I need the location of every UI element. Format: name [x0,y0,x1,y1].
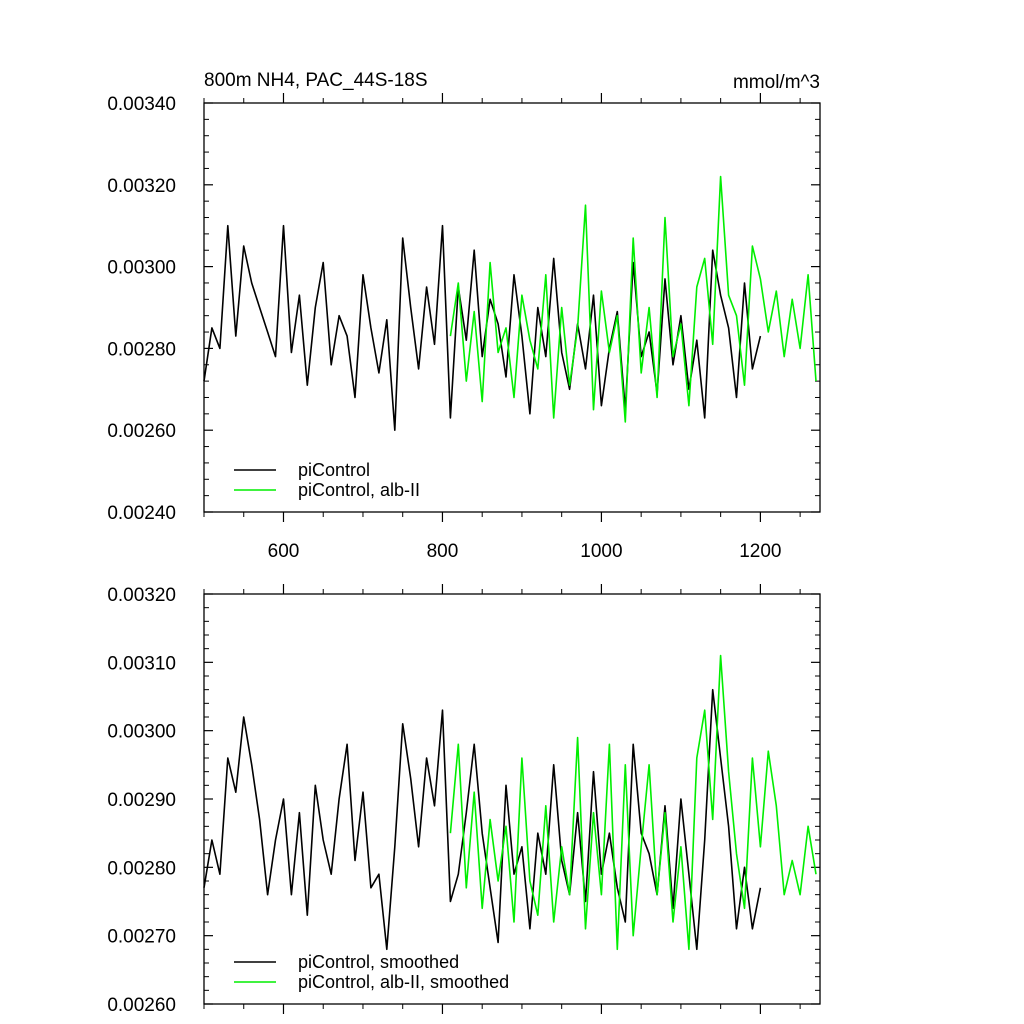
top-axis-ticks: 0.00240 0.00260 0.00280 0.00300 0.00320 0.003… [107,93,820,562]
chart-title: 800m NH4, PAC_44S-18S [204,70,428,91]
y-tick-label: 0.00240 [107,503,176,524]
x-tick-label: 1000 [580,541,622,562]
x-tick-label: 600 [268,541,300,562]
y-tick-label: 0.00320 [107,585,176,606]
y-tick-label: 0.00270 [107,927,176,948]
y-tick-label: 0.00340 [107,94,176,115]
series-line-picontrol [203,224,762,432]
y-tick-label: 0.00260 [107,421,176,442]
bottom-plot-frame [203,593,821,1005]
units-label: mmol/m^3 [733,72,820,93]
bottom-axis-ticks: 0.00260 0.00270 0.00280 0.00290 0.00300 0.003… [107,584,820,1016]
y-tick-label: 0.00290 [107,790,176,811]
bottom-panel: 0.00260 0.00270 0.00280 0.00290 0.00300 0.003… [107,584,821,1016]
legend-label-picontrol: piControl [298,460,370,480]
legend-label-alb-ii-smoothed: piControl, alb-II, smoothed [298,972,509,992]
legend-label-alb-ii: piControl, alb-II [298,480,420,500]
series-line-picontrol-alb-ii [449,175,817,423]
y-tick-label: 0.00260 [107,995,176,1016]
top-panel: 800m NH4, PAC_44S-18S mmol/m^3 0.002400.… [107,70,821,562]
y-tick-label: 0.00280 [107,858,176,879]
x-tick-label: 1200 [739,541,781,562]
legend-label-picontrol-smoothed: piControl, smoothed [298,952,459,972]
series-line-picontrol-alb-ii-smoothed [449,654,817,951]
y-tick-label: 0.00300 [107,258,176,279]
top-legend: piControl piControl, alb-II [234,460,420,500]
top-series-lines [203,175,817,432]
y-tick-label: 0.00300 [107,722,176,743]
y-tick-label: 0.00310 [107,653,176,674]
y-tick-label: 0.00320 [107,176,176,197]
bottom-series-lines [203,654,817,951]
series-line-picontrol-smoothed [203,688,762,951]
top-plot-frame [203,102,821,513]
bottom-legend: piControl, smoothed piControl, alb-II, s… [234,952,509,992]
x-tick-label: 800 [427,541,459,562]
y-tick-label: 0.00280 [107,339,176,360]
